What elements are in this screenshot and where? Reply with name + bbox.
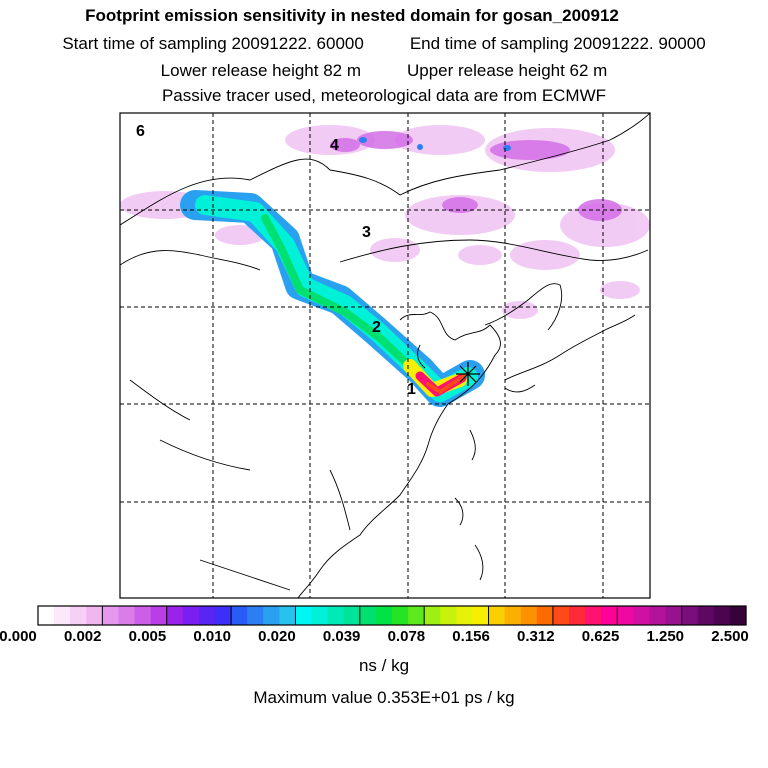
colorbar-swatch [440, 606, 457, 625]
colorbar-swatch [263, 606, 280, 625]
colorbar-swatch [86, 606, 103, 625]
map-border [119, 112, 651, 599]
colorbar-label: 0.020 [258, 628, 296, 645]
colorbar [37, 605, 747, 626]
colorbar-swatch [536, 606, 554, 625]
colorbar-swatch [456, 606, 474, 625]
colorbar-swatch [166, 606, 184, 625]
blue-spots [359, 137, 511, 151]
colorbar-swatch [424, 606, 441, 625]
colorbar-swatch [231, 606, 248, 625]
colorbar-label: 0.039 [322, 628, 361, 645]
graticule [120, 113, 650, 598]
maximum-value: Maximum value 0.353E+01 ps / kg [253, 688, 515, 707]
sensitivity-field [120, 125, 650, 407]
colorbar-swatch [182, 606, 200, 625]
marker-2: 2 [372, 319, 381, 336]
receptor-star-icon [456, 362, 480, 386]
colorbar-swatch [472, 606, 490, 625]
tracer-note: Passive tracer used, meteorological data… [161, 86, 607, 105]
colorbar-swatch [601, 606, 618, 625]
colorbar-swatch [729, 606, 747, 625]
marker-6: 6 [136, 123, 145, 140]
colorbar-swatch [569, 606, 586, 625]
colorbar-swatch [343, 606, 361, 625]
colorbar-label: 0.625 [581, 628, 620, 645]
colorbar-swatch [585, 606, 602, 625]
colorbar-swatch [150, 606, 168, 625]
colorbar-swatch [681, 606, 699, 625]
colorbar-swatch [359, 606, 377, 625]
colorbar-swatch [504, 606, 522, 625]
colorbar-swatch [247, 606, 264, 625]
colorbar-swatch [327, 606, 345, 625]
colorbar-swatch [279, 606, 297, 625]
colorbar-swatch [697, 606, 715, 625]
upper-release-height: Upper release height 62 m [407, 61, 608, 80]
colorbar-swatch [38, 606, 55, 625]
plot-title: Footprint emission sensitivity in nested… [85, 6, 619, 25]
colorbar-swatch [70, 606, 87, 625]
colorbar-label: 0.005 [128, 628, 167, 645]
colorbar-label: 0.078 [387, 628, 426, 645]
colorbar-label: 2.500 [711, 628, 749, 645]
colorbar-swatch [713, 606, 731, 625]
colorbar-swatch [375, 606, 393, 625]
marker-3: 3 [362, 224, 371, 241]
marker-4: 4 [330, 137, 339, 154]
colorbar-swatch [633, 606, 651, 625]
marker-1: 1 [407, 381, 416, 398]
colorbar-label: 1.250 [646, 628, 685, 645]
release-height-line: Lower release height 82 m Upper release h… [0, 61, 768, 81]
end-time: End time of sampling 20091222. 90000 [409, 34, 706, 53]
colorbar-label: 0.312 [517, 628, 555, 645]
colorbar-swatch [520, 606, 538, 625]
start-time: Start time of sampling 20091222. 60000 [62, 34, 364, 53]
colorbar-swatch [311, 606, 329, 625]
colorbar-swatch [488, 606, 506, 625]
colorbar-label: 0.010 [193, 628, 231, 645]
colorbar-swatch [408, 606, 425, 625]
colorbar-swatch [665, 606, 683, 625]
lower-release-height: Lower release height 82 m [160, 61, 361, 80]
plume [180, 190, 485, 407]
colorbar-swatch [102, 606, 120, 625]
colorbar-label: 0.002 [63, 628, 102, 645]
colorbar-swatch [649, 606, 667, 625]
coastlines [120, 113, 650, 598]
colorbar-swatch [552, 606, 570, 625]
colorbar-swatch [295, 606, 313, 625]
colorbar-label: 0.156 [452, 628, 490, 645]
colorbar-swatch [215, 606, 232, 625]
colorbar-units: ns / kg [358, 656, 410, 675]
colorbar-label: 0.000 [0, 628, 37, 645]
colorbar-swatch [392, 606, 409, 625]
colorbar-swatch [134, 606, 152, 625]
colorbar-swatch [54, 606, 71, 625]
sampling-time-line: Start time of sampling 20091222. 60000 En… [0, 34, 768, 54]
colorbar-border [37, 605, 747, 626]
colorbar-swatch [118, 606, 136, 625]
colorbar-swatch [617, 606, 634, 625]
colorbar-swatch [198, 606, 216, 625]
